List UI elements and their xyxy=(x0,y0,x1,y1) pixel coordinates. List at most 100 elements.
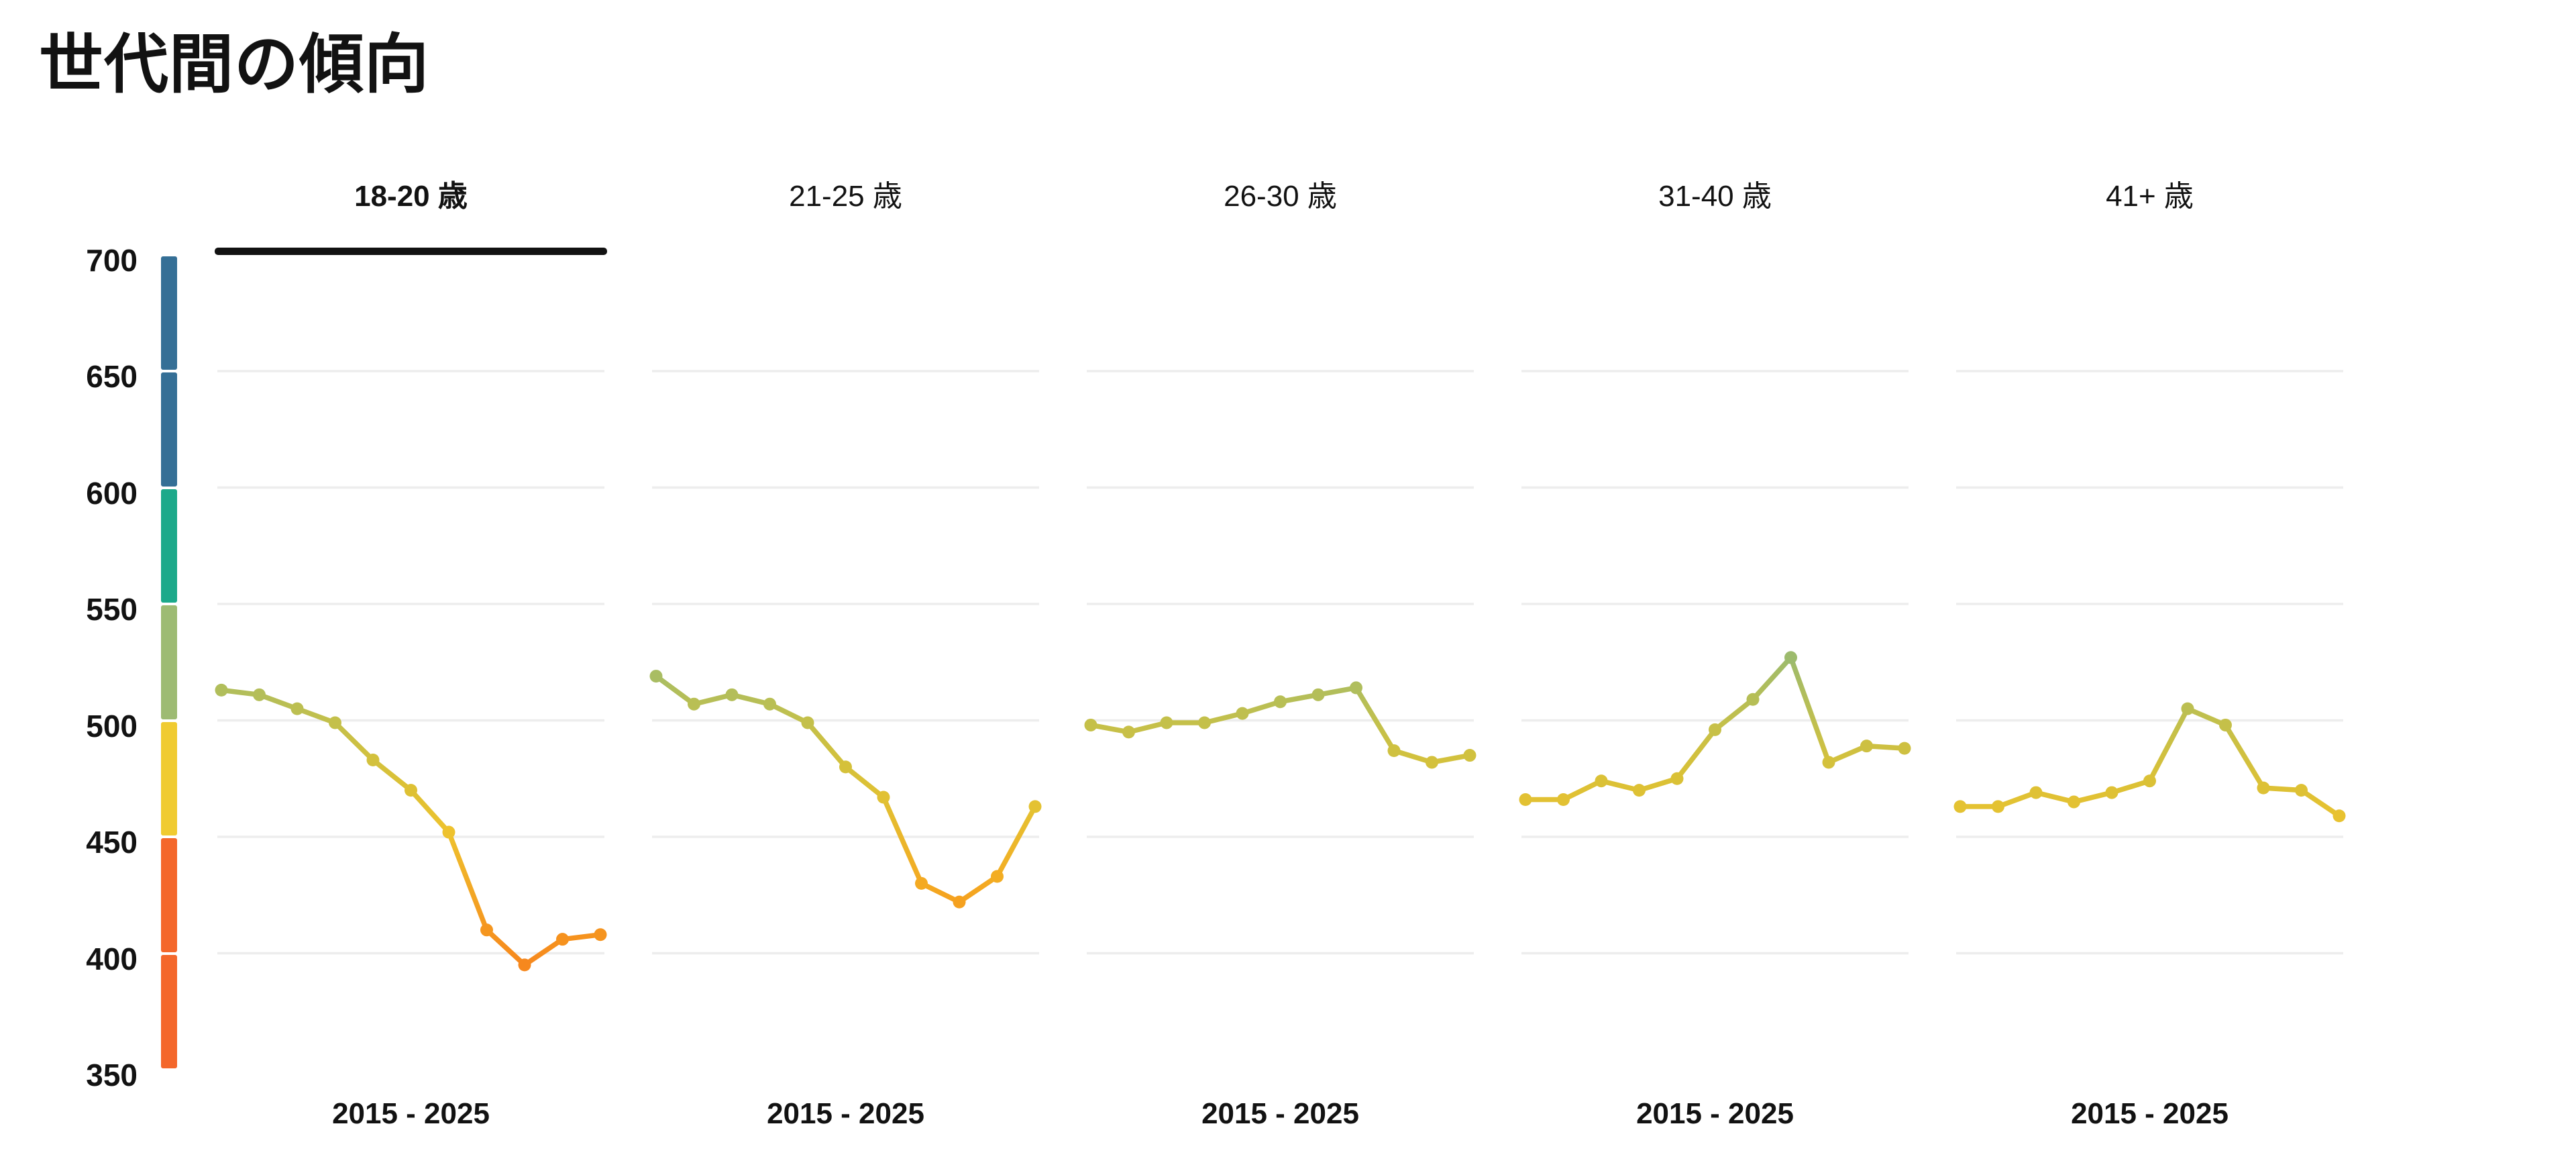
data-point-2020 xyxy=(1274,695,1287,709)
trend-line-segment xyxy=(1088,722,1132,735)
trend-line-segment xyxy=(691,692,735,707)
tab-age-group-18-20 歳[interactable]: 18-20 歳 xyxy=(354,180,468,213)
trend-line-segment xyxy=(1826,743,1870,765)
y-axis-tick-label: 650 xyxy=(86,359,138,394)
data-point-2015 xyxy=(1084,718,1097,731)
data-point-2017 xyxy=(1595,774,1608,788)
trend-sparkline xyxy=(1953,370,2346,955)
trend-line-segment xyxy=(918,880,962,905)
data-point-2022 xyxy=(1350,681,1362,695)
data-point-2016 xyxy=(253,688,266,701)
rating-scale-segment-blue xyxy=(161,256,177,370)
data-point-2021 xyxy=(2181,702,2194,715)
trend-line-segment xyxy=(1277,692,1321,705)
data-point-2022 xyxy=(1784,651,1797,664)
trend-line-segment xyxy=(1674,727,1718,781)
data-point-2018 xyxy=(763,697,776,711)
rating-scale-segment-teal xyxy=(161,489,177,603)
trend-line-segment xyxy=(1201,711,1245,725)
trend-line-segment xyxy=(767,701,810,725)
data-point-2024 xyxy=(1426,756,1438,769)
x-axis-range-label: 2015 - 2025 xyxy=(1201,1097,1359,1130)
y-axis-tick-label: 350 xyxy=(86,1058,138,1092)
data-point-2020 xyxy=(839,760,852,774)
trend-line-segment xyxy=(1126,720,1169,735)
data-point-2017 xyxy=(290,702,304,715)
panel-26-30 歳: 26-30 歳 2015 - 2025 xyxy=(1084,174,1477,1161)
trend-line-segment xyxy=(1636,776,1680,793)
data-point-2022 xyxy=(2219,718,2232,731)
trend-line-segment xyxy=(2185,706,2229,728)
data-point-2021 xyxy=(442,825,455,839)
y-axis-tick-label: 600 xyxy=(86,475,138,511)
trend-line-segment xyxy=(332,720,376,763)
data-point-2023 xyxy=(953,895,966,909)
tab-age-group-21-25 歳[interactable]: 21-25 歳 xyxy=(789,180,902,213)
trend-line-segment xyxy=(1429,752,1472,765)
panel-18-20 歳: 18-20 歳 2015 - 2025 xyxy=(215,174,607,1161)
trend-line-segment xyxy=(2147,706,2190,784)
data-point-2017 xyxy=(725,688,739,701)
panel-21-25 歳: 21-25 歳 2015 - 2025 xyxy=(649,174,1042,1161)
y-axis-tick-label: 400 xyxy=(86,941,138,976)
trend-sparkline xyxy=(1519,370,1911,955)
data-point-2025 xyxy=(1463,749,1477,762)
data-point-2022 xyxy=(480,923,493,937)
trend-line-segment xyxy=(1712,697,1756,733)
data-point-2017 xyxy=(1160,716,1173,729)
trend-line-segment xyxy=(256,692,300,711)
data-point-2021 xyxy=(1311,688,1325,701)
y-axis-tick-label: 700 xyxy=(86,242,138,278)
data-point-2016 xyxy=(688,697,700,711)
data-point-2015 xyxy=(649,670,663,683)
x-axis-range-label: 2015 - 2025 xyxy=(332,1097,490,1130)
data-point-2017 xyxy=(2029,786,2043,799)
trend-line-segment xyxy=(957,874,1000,905)
data-point-2018 xyxy=(2068,795,2080,809)
data-point-2020 xyxy=(2143,774,2156,788)
trend-line-segment xyxy=(729,692,773,707)
trend-line-segment xyxy=(1750,655,1794,703)
trend-line-segment xyxy=(1240,699,1283,716)
y-axis-tick-label: 500 xyxy=(86,708,138,744)
data-point-2025 xyxy=(594,928,607,942)
data-point-2023 xyxy=(518,958,531,972)
data-point-2018 xyxy=(1633,784,1646,797)
tab-age-group-41+ 歳[interactable]: 41+ 歳 xyxy=(2106,180,2194,213)
panel-41+ 歳: 41+ 歳 2015 - 2025 xyxy=(1953,174,2346,1161)
data-point-2025 xyxy=(2332,809,2346,823)
data-point-2019 xyxy=(801,716,814,729)
trend-line-segment xyxy=(2071,790,2114,805)
data-point-2019 xyxy=(2105,786,2118,799)
data-point-2023 xyxy=(1822,756,1835,769)
trend-line-segment xyxy=(294,706,338,725)
trend-line-segment xyxy=(2298,787,2342,819)
data-point-2021 xyxy=(877,791,890,804)
trend-line-segment xyxy=(1560,778,1604,803)
rating-scale-segment-blue xyxy=(161,372,177,487)
data-point-2025 xyxy=(1898,742,1911,755)
data-point-2018 xyxy=(1198,716,1211,729)
trend-line-segment xyxy=(446,829,490,933)
trend-line-segment xyxy=(1316,685,1359,698)
data-point-2019 xyxy=(1236,707,1249,720)
tab-age-group-31-40 歳[interactable]: 31-40 歳 xyxy=(1658,180,1772,213)
data-point-2024 xyxy=(2295,784,2308,797)
page-title: 世代間の傾向 xyxy=(39,29,429,101)
data-point-2015 xyxy=(1953,800,1967,813)
data-point-2019 xyxy=(1670,772,1684,785)
trend-line-segment xyxy=(522,936,566,968)
tab-age-group-26-30 歳[interactable]: 26-30 歳 xyxy=(1224,180,1337,213)
x-axis-range-label: 2015 - 2025 xyxy=(2071,1097,2229,1130)
data-point-2025 xyxy=(1028,800,1042,813)
active-tab-underline xyxy=(215,248,607,255)
y-axis-tick-label: 550 xyxy=(86,592,138,627)
trend-line-segment xyxy=(370,757,414,793)
trend-line-segment xyxy=(1599,778,1642,793)
trend-line-segment xyxy=(805,720,849,770)
trend-line-segment xyxy=(1995,790,2039,809)
data-point-2024 xyxy=(1860,740,1873,753)
x-axis-range-label: 2015 - 2025 xyxy=(767,1097,924,1130)
data-point-2018 xyxy=(329,716,341,729)
